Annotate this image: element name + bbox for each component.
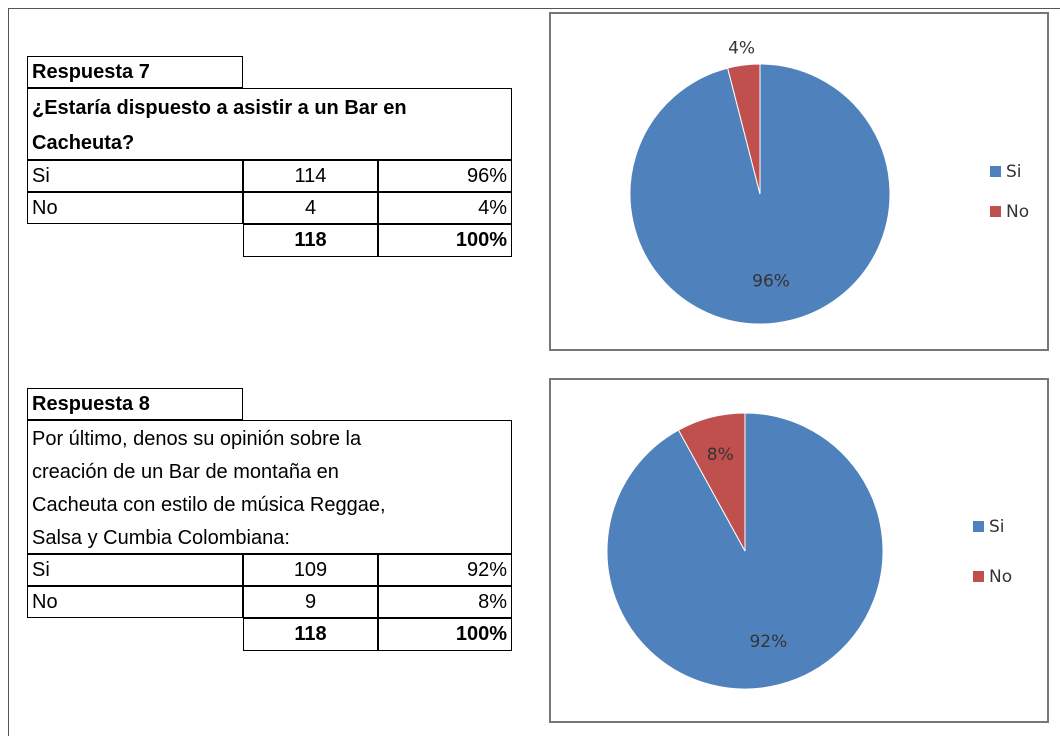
question-line: Por último, denos su opinión sobre la (32, 428, 362, 450)
table-total: 100% (378, 618, 512, 651)
legend-label: No (1006, 202, 1029, 222)
question-line: creación de un Bar de montaña en (32, 461, 339, 483)
table-cell: No (27, 586, 243, 618)
table-cell: 109 (243, 554, 378, 586)
table-total: 118 (243, 618, 378, 651)
question: Por último, denos su opinión sobre la cre… (27, 420, 512, 554)
chart-box (549, 378, 1049, 723)
legend-swatch (990, 206, 1001, 217)
legend-label: Si (1006, 162, 1022, 182)
table-cell: 4% (378, 192, 512, 224)
table-cell: 92% (378, 554, 512, 586)
table-cell: 114 (243, 160, 378, 192)
chart-box (549, 12, 1049, 351)
question: ¿Estaría dispuesto a asistir a un Bar en… (27, 88, 512, 160)
legend-swatch (990, 166, 1001, 177)
data-label: 8% (707, 445, 734, 465)
table-total: 100% (378, 224, 512, 257)
question-line: Cacheuta con estilo de música Reggae, (32, 494, 386, 516)
legend-label: No (989, 567, 1012, 587)
question-line: ¿Estaría dispuesto a asistir a un Bar en (32, 97, 407, 119)
legend-swatch (973, 521, 984, 532)
table-cell: Si (27, 554, 243, 586)
table-cell: 9 (243, 586, 378, 618)
table-cell: 4 (243, 192, 378, 224)
table-total: 118 (243, 224, 378, 257)
pie-slice (727, 63, 761, 195)
data-label: 92% (749, 632, 787, 652)
legend-swatch (973, 571, 984, 582)
legend-label: Si (989, 517, 1005, 537)
pie-slice (606, 412, 884, 690)
table-cell: Si (27, 160, 243, 192)
table-cell: No (27, 192, 243, 224)
data-label: 96% (752, 272, 790, 292)
table-cell: 96% (378, 160, 512, 192)
table-title: Respuesta 7 (27, 56, 243, 88)
pie-slice (677, 412, 746, 552)
data-label: 4% (728, 38, 755, 58)
table-title: Respuesta 8 (27, 388, 243, 420)
table-cell: 8% (378, 586, 512, 618)
question-line: Salsa y Cumbia Colombiana: (32, 527, 290, 549)
frame (8, 8, 1060, 736)
question-line: Cacheuta? (32, 132, 135, 154)
